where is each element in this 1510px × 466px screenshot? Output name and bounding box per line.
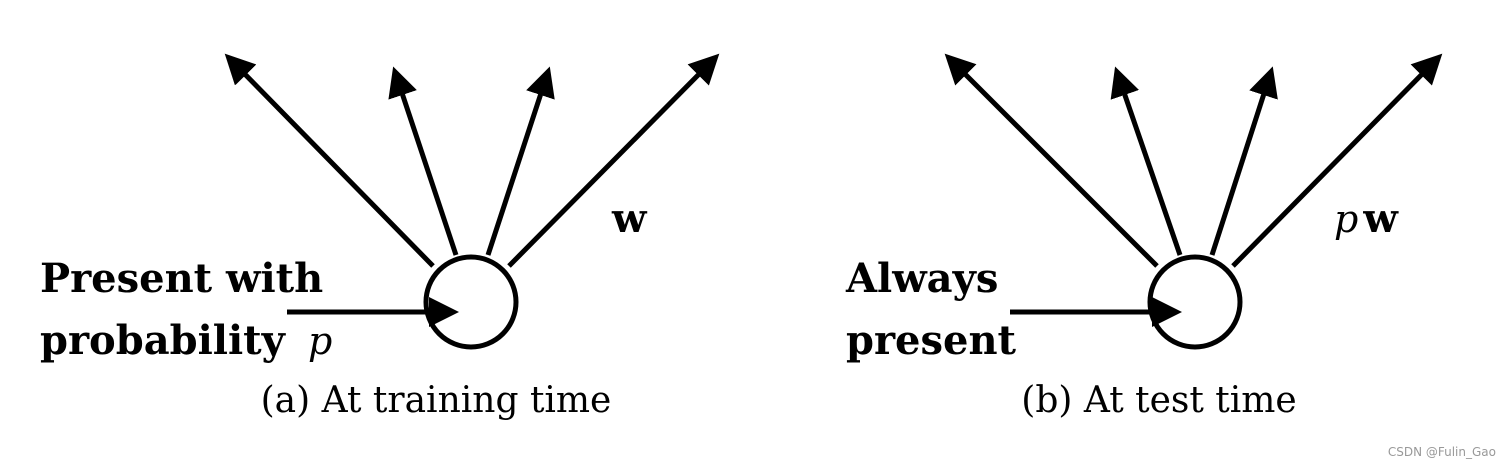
weight-label-b-var: p [1334, 197, 1358, 241]
input-label-b-line2: present [846, 317, 1017, 364]
panel-a-training: Present with probability p w (a) At trai… [40, 53, 720, 421]
output-arrow-b-4 [1231, 53, 1443, 268]
neuron-node-b [1147, 254, 1243, 350]
input-label-b-line1: Always [845, 255, 998, 302]
input-label-a-line1: Present with [40, 255, 323, 302]
watermark: CSDN @Fulin_Gao [1388, 445, 1496, 459]
weight-label-b: w [1362, 195, 1399, 242]
neuron-node-a [423, 254, 519, 350]
output-arrow-a-2 [388, 66, 459, 256]
output-arrow-a-4 [507, 53, 720, 268]
input-label-a-line2-group: probability p [40, 317, 332, 364]
caption-a: (a) At training time [261, 380, 612, 421]
output-arrow-b-3 [1209, 66, 1278, 256]
output-arrow-a-3 [485, 66, 555, 256]
caption-b: (b) At test time [1021, 380, 1296, 421]
output-arrow-b-2 [1110, 66, 1183, 256]
weight-label-b-group: p w [1334, 195, 1399, 242]
weight-label-a: w [611, 195, 648, 242]
input-label-a-line2: probability [40, 317, 287, 364]
output-arrow-a-1 [224, 53, 435, 268]
input-label-a-var: p [308, 319, 332, 363]
output-arrow-b-1 [944, 53, 1159, 268]
panel-b-test: Always present p w (b) At test time [845, 53, 1443, 421]
